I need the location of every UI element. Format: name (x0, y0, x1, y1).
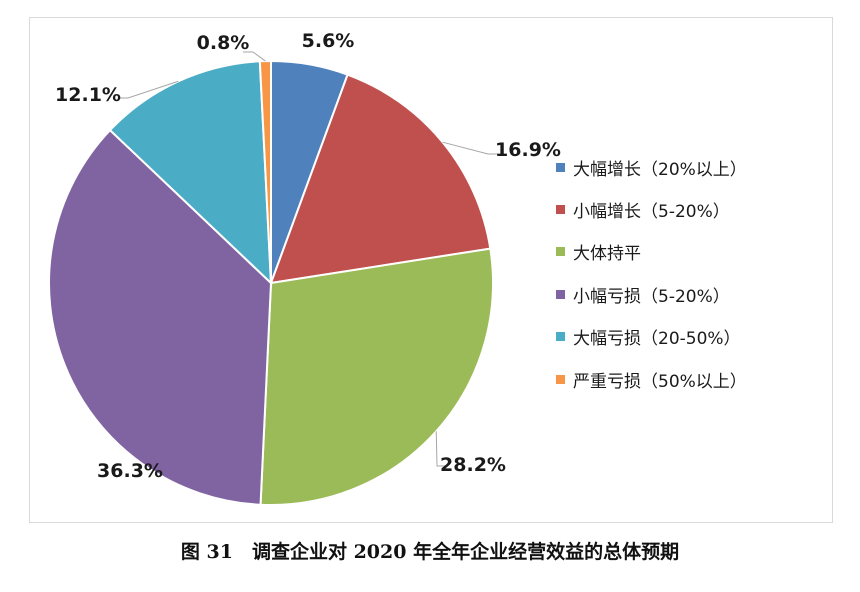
legend-item: 大体持平 (556, 231, 747, 273)
legend-swatch (556, 374, 565, 384)
pie-slice (258, 59, 272, 284)
pie-slice (108, 60, 273, 286)
data-label: 16.9% (495, 139, 561, 161)
legend-swatch (556, 247, 565, 257)
legend-label: 严重亏损（50%以上） (573, 371, 747, 392)
legend-item: 大幅亏损（20-50%） (556, 316, 747, 358)
data-label: 0.8% (197, 32, 250, 54)
pie-slice (48, 128, 273, 506)
legend-label: 小幅亏损（5-20%） (573, 286, 730, 307)
legend-label: 小幅增长（5-20%） (573, 202, 730, 223)
leader-line (243, 51, 266, 62)
data-labels: 5.6% 16.9% 28.2% 36.3% 12.1% 0.8% (55, 30, 561, 482)
legend-swatch (556, 205, 565, 215)
data-label: 36.3% (97, 460, 163, 482)
legend-item: 小幅亏损（5-20%） (556, 273, 747, 315)
data-label: 12.1% (55, 84, 121, 106)
legend-item: 小幅增长（5-20%） (556, 188, 747, 230)
legend-label: 大幅亏损（20-50%） (573, 329, 741, 350)
data-label: 28.2% (440, 454, 506, 476)
legend-swatch (556, 289, 565, 299)
legend: 大幅增长（20%以上） 小幅增长（5-20%） 大体持平小幅亏损（5-20%） 大幅亏… (556, 146, 747, 400)
leader-lines (118, 51, 498, 467)
legend-swatch (556, 162, 565, 172)
leader-line (435, 431, 447, 467)
legend-item: 严重亏损（50%以上） (556, 358, 747, 400)
legend-label: 大幅增长（20%以上） (573, 159, 747, 180)
data-label: 5.6% (302, 30, 355, 52)
legend-label: 大体持平 (573, 244, 641, 265)
leader-line (118, 80, 179, 99)
leader-line (442, 141, 498, 155)
figure-caption: 图 31 调查企业对 2020 年全年企业经营效益的总体预期 (180, 541, 680, 563)
pie-slices (48, 59, 494, 506)
legend-swatch (556, 332, 565, 342)
legend-item: 大幅增长（20%以上） (556, 146, 747, 188)
